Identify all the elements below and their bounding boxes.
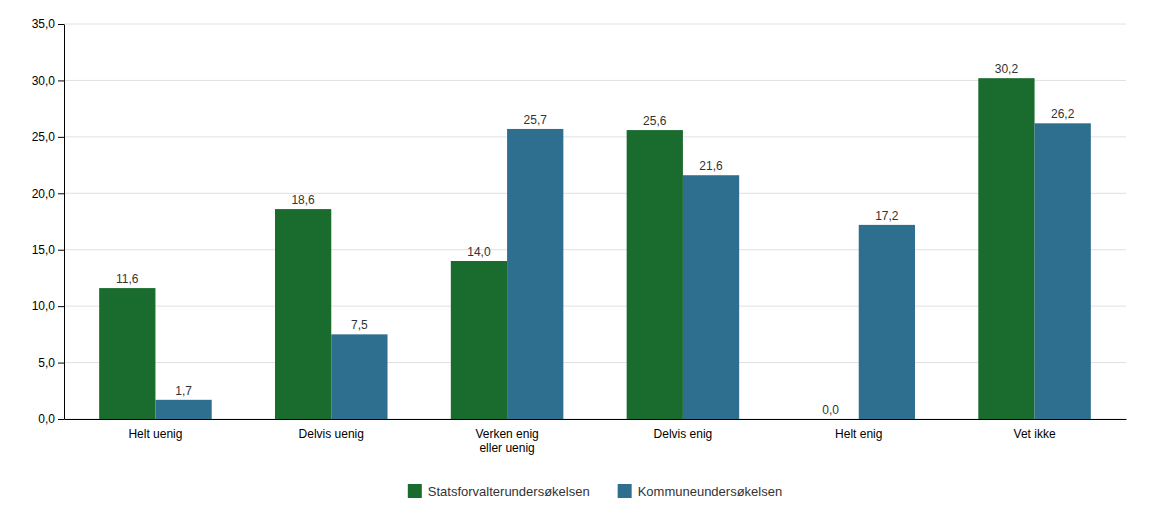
chart: 0,0 5,0 10,0 15,0 20,0 25,0 30,0 35,0 Helt uenig… <box>0 0 1150 519</box>
y-axis-line <box>64 25 65 420</box>
legend-label: Kommuneundersøkelsen <box>638 484 783 499</box>
bar <box>802 419 858 420</box>
y-tick-label: 20,0 <box>32 187 56 201</box>
bar <box>331 334 387 419</box>
y-tick-label: 30,0 <box>32 74 56 88</box>
y-tick: 15,0 <box>32 243 64 257</box>
bar <box>683 175 739 419</box>
x-tick-label: Vet ikke <box>1014 427 1056 441</box>
x-tick-label-line: Helt enig <box>835 427 882 441</box>
x-tick-label: Helt enig <box>835 427 882 441</box>
y-tick: 5,0 <box>38 356 64 370</box>
bar <box>627 130 683 419</box>
data-label: 21,6 <box>699 159 723 173</box>
data-label: 18,6 <box>291 193 315 207</box>
y-tick: 30,0 <box>32 74 64 88</box>
data-label: 14,0 <box>467 245 491 259</box>
data-label: 25,7 <box>524 113 548 127</box>
x-tick: Delvis uenig <box>299 427 364 441</box>
x-axis-line <box>65 419 1127 420</box>
y-axis: 0,0 5,0 10,0 15,0 20,0 25,0 30,0 35,0 <box>32 17 65 426</box>
legend-swatch <box>408 484 422 498</box>
grid <box>64 24 1126 419</box>
data-label: 17,2 <box>875 209 899 223</box>
y-tick-label: 35,0 <box>32 17 56 31</box>
y-tick-mark <box>58 419 64 420</box>
grid-line <box>64 136 1126 137</box>
data-label: 26,2 <box>1051 107 1075 121</box>
grid-line <box>64 80 1126 81</box>
y-tick: 35,0 <box>32 17 64 31</box>
y-tick-mark <box>58 137 64 138</box>
data-label: 0,0 <box>822 403 839 417</box>
legend-label: Statsforvalterundersøkelsen <box>428 484 590 499</box>
x-tick: Helt enig <box>835 427 882 441</box>
grid-line <box>64 306 1126 307</box>
data-label: 11,6 <box>116 272 139 286</box>
x-tick-label: Verken enigeller uenig <box>475 427 538 455</box>
grid-line <box>64 362 1126 363</box>
x-tick-label: Delvis enig <box>654 427 713 441</box>
grid-line <box>64 419 1126 420</box>
y-tick-label: 0,0 <box>38 412 55 426</box>
y-tick-label: 25,0 <box>32 130 56 144</box>
y-tick: 0,0 <box>38 412 64 426</box>
y-tick: 20,0 <box>32 187 64 201</box>
bar <box>859 225 915 419</box>
data-label: 1,7 <box>175 384 192 398</box>
x-tick-label-line: eller uenig <box>479 441 534 455</box>
legend-swatch <box>618 484 632 498</box>
bar <box>155 400 211 419</box>
y-tick-label: 5,0 <box>38 356 55 370</box>
y-tick: 25,0 <box>32 130 64 144</box>
y-tick: 10,0 <box>32 299 64 313</box>
bar-series <box>155 123 1090 419</box>
y-tick-mark <box>58 80 64 81</box>
grid-line <box>64 193 1126 194</box>
x-tick-label-line: Vet ikke <box>1014 427 1056 441</box>
x-tick-label: Helt uenig <box>128 427 182 441</box>
x-tick: Helt uenig <box>128 427 182 441</box>
y-tick-mark <box>58 193 64 194</box>
x-tick-label-line: Verken enig <box>475 427 538 441</box>
x-tick-label-line: Helt uenig <box>128 427 182 441</box>
legend-item: Kommuneundersøkelsen <box>618 484 783 499</box>
grid-line <box>64 24 1126 25</box>
bar <box>275 209 331 419</box>
y-tick-mark <box>58 24 64 25</box>
y-tick-label: 15,0 <box>32 243 56 257</box>
bar <box>507 129 563 419</box>
bars <box>99 78 1091 419</box>
legend-item: Statsforvalterundersøkelsen <box>408 484 590 499</box>
bar <box>1035 123 1091 419</box>
bar-series <box>99 78 1034 419</box>
y-tick-mark <box>58 306 64 307</box>
y-tick-label: 10,0 <box>32 299 56 313</box>
x-tick: Delvis enig <box>654 427 713 441</box>
y-tick-mark <box>58 250 64 251</box>
data-label: 7,5 <box>351 318 368 332</box>
x-tick-label-line: Delvis uenig <box>299 427 364 441</box>
bar <box>99 288 155 419</box>
data-label: 25,6 <box>643 114 667 128</box>
plot: 0,0 5,0 10,0 15,0 20,0 25,0 30,0 35,0 Helt uenig… <box>32 17 1127 455</box>
x-tick: Vet ikke <box>1014 427 1056 441</box>
bar <box>978 78 1034 419</box>
x-axis: Helt uenig Delvis uenig Verken enigeller u… <box>65 420 1127 455</box>
y-tick-mark <box>58 363 64 364</box>
grid-line <box>64 249 1126 250</box>
bar <box>451 261 507 419</box>
legend: Statsforvalterundersøkelsen Kommuneunders… <box>408 484 782 499</box>
data-labels: 11,6 18,6 14,0 25,6 0,0 30,2 1,7 7,5 25,7 21,6 17,… <box>116 62 1075 417</box>
x-tick-label-line: Delvis enig <box>654 427 713 441</box>
x-tick-label: Delvis uenig <box>299 427 364 441</box>
data-label: 30,2 <box>995 62 1019 76</box>
x-tick: Verken enigeller uenig <box>475 427 538 455</box>
